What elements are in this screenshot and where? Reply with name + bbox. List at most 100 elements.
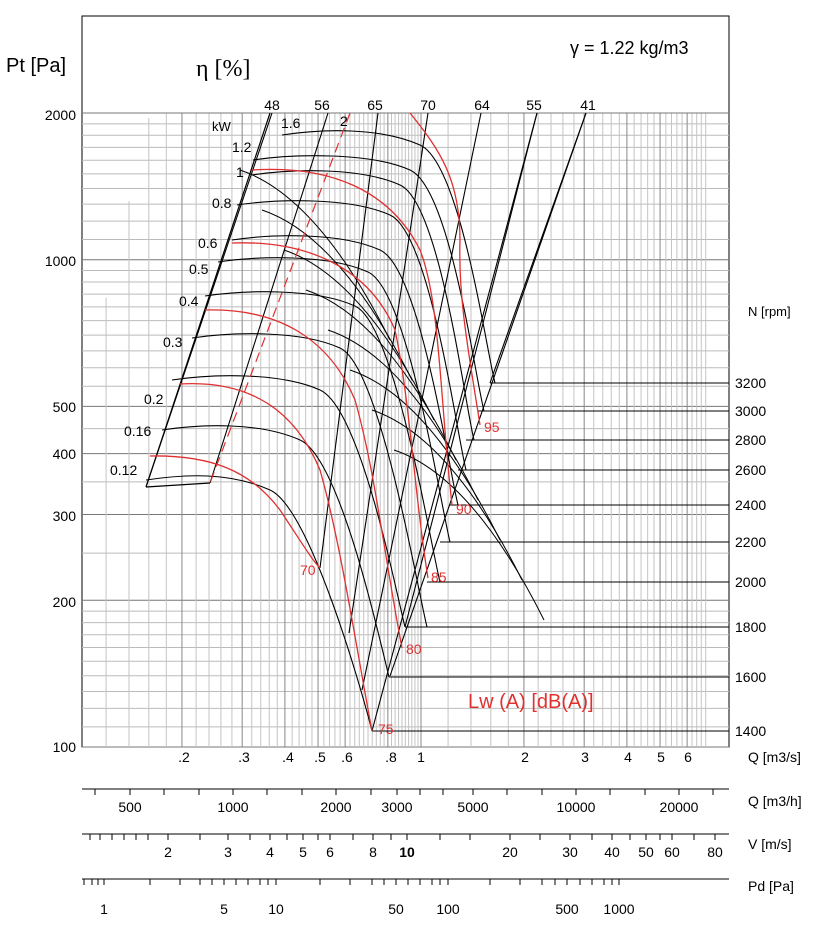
x-tick-label: 3 [581, 749, 589, 765]
power-unit-label: kW [212, 119, 232, 134]
x-tick-label: .4 [282, 749, 294, 765]
power-label: 0.3 [163, 334, 183, 350]
speed-label: 2800 [735, 432, 766, 448]
y-tick-label: 300 [53, 508, 77, 524]
y-tick-label: 2000 [45, 107, 76, 123]
y-ticks: 2000 1000 500 400 300 200 100 [45, 107, 76, 755]
x-tick-label: 500 [555, 901, 579, 917]
labels: 3200 3000 2800 2600 2400 2200 2000 1800 1600 1400… [110, 97, 766, 739]
y-tick-label: 200 [53, 594, 77, 610]
sound-level-tick-label: 70 [300, 562, 316, 578]
fan-curve [145, 475, 373, 732]
sound-curve [149, 455, 321, 569]
speed-label: 2200 [735, 534, 766, 550]
q-m3s-axis: .2 .3 .4 .5 .6 .8 1 2 3 4 5 6 Q [m3/s] [178, 749, 801, 765]
fan-curve [349, 369, 501, 541]
speed-label: 1600 [735, 669, 766, 685]
efficiency-label: 65 [367, 97, 383, 113]
x-tick-label: 20 [502, 844, 518, 860]
efficiency-line [209, 112, 329, 484]
x-tick-label: .6 [341, 749, 353, 765]
power-label: 1.2 [232, 139, 252, 155]
y-tick-label: 400 [53, 446, 77, 462]
x-axis-label: Q [m3/h] [748, 793, 802, 809]
fan-curve [161, 425, 390, 678]
x-tick-label: 4 [266, 844, 274, 860]
efficiency-label: 56 [314, 97, 330, 113]
fan-curve [217, 257, 451, 543]
sound-curve [179, 383, 373, 732]
x-tick-label: 5 [657, 749, 665, 765]
power-line-dashed [209, 112, 351, 484]
q-m3h-axis: 500 1000 2000 3000 5000 10000 20000 Q [m… [82, 788, 802, 815]
power-label: 0.2 [144, 391, 164, 407]
efficiency-label: 41 [580, 97, 596, 113]
speed-label: 2600 [735, 462, 766, 478]
x-tick-label: .3 [238, 749, 250, 765]
x-tick-label: 10 [268, 901, 284, 917]
x-tick-label: 50 [388, 901, 404, 917]
curves [145, 112, 729, 732]
y-tick-label: 1000 [45, 253, 76, 269]
power-label: 0.16 [124, 423, 151, 439]
fan-curve [171, 375, 406, 628]
y-tick-label: 100 [53, 739, 77, 755]
efficiency-label: η [%] [196, 56, 251, 82]
power-label: 1 [236, 164, 244, 180]
x-tick-label: 3000 [381, 799, 412, 815]
efficiency-label: 48 [264, 97, 280, 113]
power-label: 0.5 [189, 261, 209, 277]
x-tick-label: 500 [118, 799, 142, 815]
efficiency-line [371, 112, 538, 732]
x-tick-label: 30 [562, 844, 578, 860]
x-tick-label: 40 [604, 844, 620, 860]
speed-label: 2400 [735, 497, 766, 513]
sound-curve [204, 309, 403, 649]
pd-pa-axis: 1 5 10 50 100 500 1000 Pd [Pa] [82, 878, 794, 917]
speed-label: 1800 [735, 619, 766, 635]
efficiency-line [361, 112, 482, 691]
x-tick-label: 2 [521, 749, 529, 765]
x-tick-label: 5000 [457, 799, 488, 815]
sound-level-tick-label: 95 [484, 419, 500, 435]
x-tick-label: 2000 [320, 799, 351, 815]
fan-curve [281, 130, 496, 384]
x-tick-label: .8 [385, 749, 397, 765]
x-tick-label: 6 [684, 749, 692, 765]
x-tick-label: 3 [224, 844, 232, 860]
efficiency-label: 64 [474, 97, 490, 113]
x-tick-label: 2 [164, 844, 172, 860]
fan-curve [283, 249, 435, 421]
fan-curve [191, 333, 428, 628]
sound-level-tick-label: 75 [378, 721, 394, 737]
fan-curve [204, 291, 441, 583]
efficiency-label: 55 [526, 97, 542, 113]
efficiency-line [319, 112, 379, 569]
efficiency-label: 70 [420, 97, 436, 113]
sound-level-tick-label: 90 [456, 501, 472, 517]
fan-curve [393, 449, 545, 621]
fan-curve [305, 289, 457, 461]
sound-level-tick-label: 85 [431, 569, 447, 585]
chart-title: γ = 1.22 kg/m3 [570, 38, 689, 58]
sound-level-tick-label: 80 [406, 641, 422, 657]
fan-curve [239, 169, 391, 341]
x-tick-label: 5 [299, 844, 307, 860]
efficiency-line [389, 112, 587, 677]
x-tick-label: 20000 [660, 799, 699, 815]
power-label: 2 [340, 113, 348, 129]
x-tick-label: 8 [369, 844, 377, 860]
power-label: 1.6 [281, 115, 301, 131]
x-tick-label: 80 [707, 844, 723, 860]
power-label: 0.6 [198, 235, 218, 251]
power-label: 0.4 [179, 293, 199, 309]
x-tick-label: 50 [638, 844, 654, 860]
sound-curve [231, 242, 429, 579]
x-tick-label: 1 [417, 749, 425, 765]
speed-label: 1400 [735, 723, 766, 739]
x-tick-label: 1 [100, 901, 108, 917]
sound-curve [251, 168, 453, 506]
speed-label: 3200 [735, 375, 766, 391]
